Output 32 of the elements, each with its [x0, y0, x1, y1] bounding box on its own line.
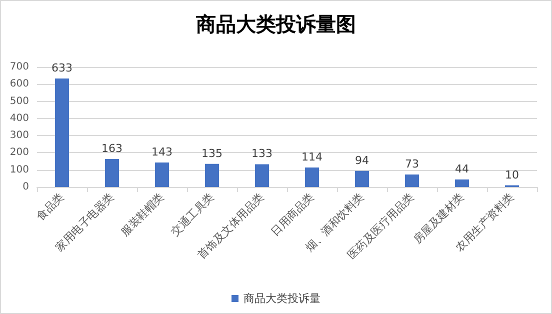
bar	[205, 164, 219, 187]
bar	[405, 174, 419, 187]
y-tick-label: 200	[10, 147, 29, 158]
bar	[355, 170, 369, 187]
bar	[105, 159, 119, 187]
y-tick-label: 400	[10, 112, 29, 124]
x-tick-label: 食品类	[34, 190, 67, 223]
data-label: 143	[152, 145, 172, 158]
bar	[255, 164, 269, 187]
y-tick-label: 700	[10, 62, 29, 72]
y-tick-label: 600	[10, 78, 29, 90]
data-label: 114	[302, 150, 322, 164]
chart-title: 商品大类投诉量图	[195, 12, 356, 36]
y-tick-label: 0	[22, 182, 29, 192]
data-label: 133	[252, 147, 272, 160]
data-label: 44	[455, 162, 469, 176]
data-label: 10	[505, 168, 519, 182]
data-label: 135	[202, 146, 222, 160]
bar	[155, 162, 169, 187]
data-label: 94	[355, 154, 369, 167]
x-tick-label: 日用商品类	[268, 190, 317, 238]
legend-label: 商品大类投诉量	[244, 292, 320, 305]
data-label: 633	[52, 61, 72, 74]
data-label: 73	[405, 157, 419, 170]
bar	[55, 78, 69, 187]
bar	[455, 179, 469, 187]
bar	[305, 167, 319, 187]
y-tick-label: 500	[10, 96, 29, 107]
y-tick-label: 300	[10, 130, 29, 142]
y-tick-label: 100	[10, 164, 29, 176]
x-tick-label: 服装鞋帽类	[118, 190, 167, 238]
data-label: 163	[102, 142, 122, 156]
